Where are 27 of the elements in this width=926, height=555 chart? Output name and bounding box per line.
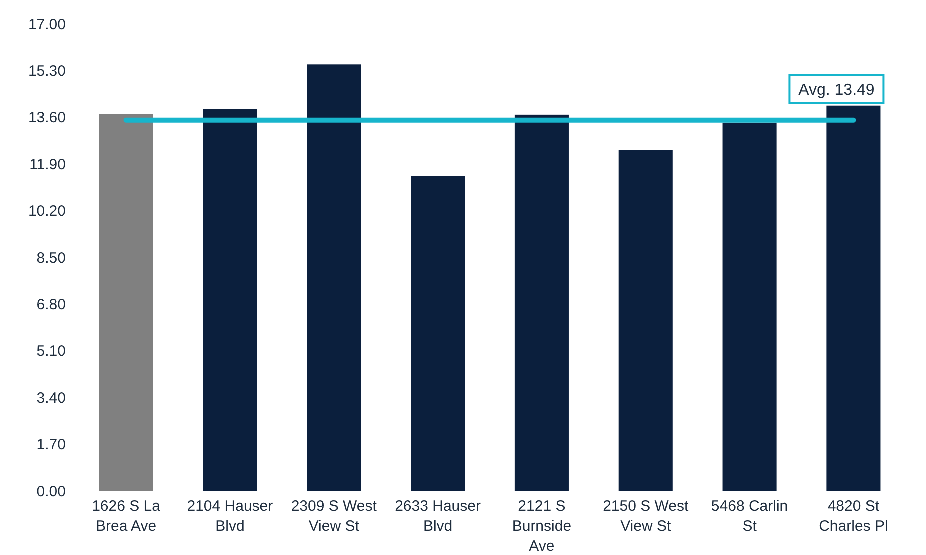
bar — [307, 64, 362, 491]
x-tick-label: 2309 S West View St — [291, 498, 378, 535]
x-tick-label: 2104 Hauser Blvd — [187, 498, 274, 535]
bar — [411, 176, 466, 491]
y-tick-label: 13.60 — [28, 110, 66, 127]
bar — [722, 122, 777, 491]
bar — [203, 109, 258, 491]
y-tick-label: 10.20 — [28, 203, 66, 220]
bar — [618, 150, 673, 491]
x-tick-label: 4820 St Charles Pl — [819, 498, 888, 535]
x-tick-label: 2121 S Burnside Ave — [512, 498, 572, 555]
bar — [514, 114, 569, 491]
y-tick-label: 5.10 — [36, 343, 66, 360]
y-tick-label: 15.30 — [28, 62, 66, 80]
y-tick-label: 17.00 — [28, 16, 66, 34]
x-tick-label: 2633 Hauser Blvd — [395, 498, 481, 535]
y-tick-label: 3.40 — [36, 390, 66, 407]
ref-line-label: Avg. 13.49 — [798, 82, 875, 100]
x-tick-label: 2150 S West View St — [603, 498, 690, 535]
y-tick-label: 6.80 — [36, 296, 66, 314]
y-tick-label: 11.90 — [30, 156, 66, 174]
y-tick-label: 1.70 — [36, 436, 66, 454]
bar — [99, 114, 154, 491]
y-tick-label: 0.00 — [36, 483, 66, 500]
x-tick-label: 5468 Carlin St — [711, 498, 788, 535]
y-tick-label: 8.50 — [36, 250, 66, 267]
x-tick-label: 1626 S La Brea Ave — [92, 498, 162, 535]
